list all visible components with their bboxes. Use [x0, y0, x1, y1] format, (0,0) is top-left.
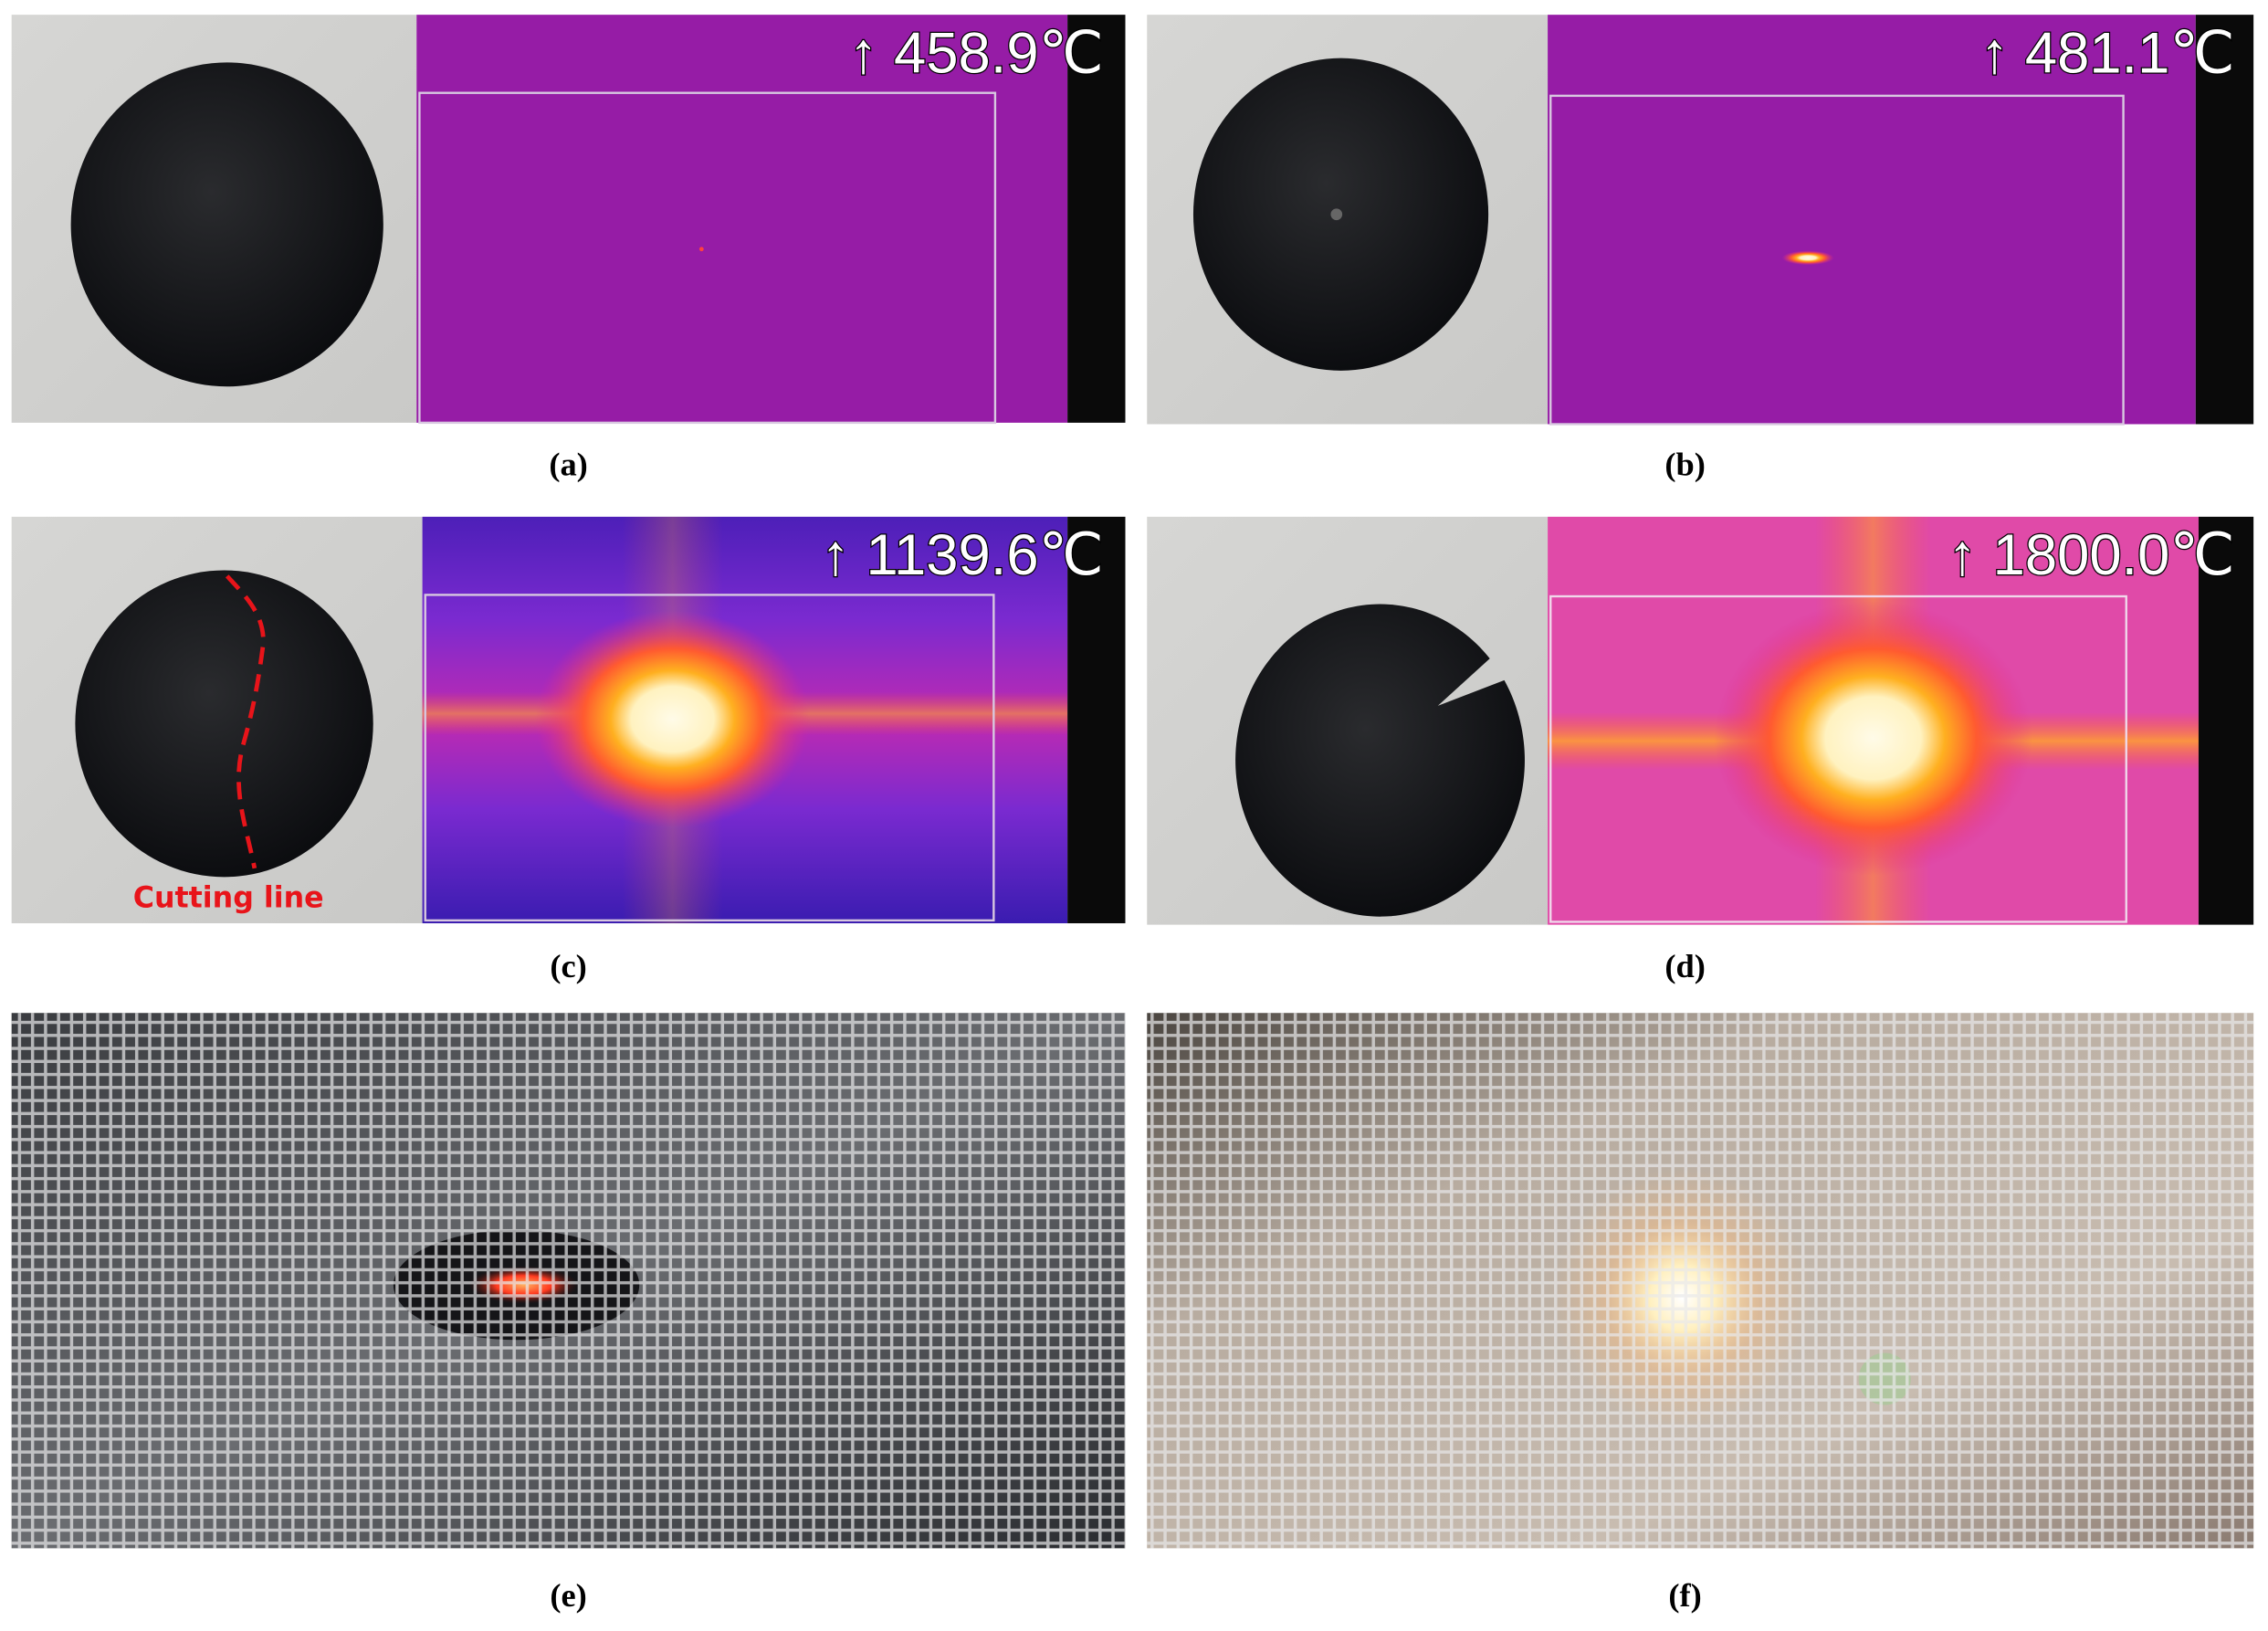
hot-spot — [1781, 250, 1834, 266]
cutting-line — [225, 574, 266, 869]
temperature: ↑ 481.1℃ — [1980, 22, 2235, 86]
annotation: Cutting line — [133, 882, 324, 915]
panel-label: (c) — [550, 948, 586, 984]
panel-e: (e) — [11, 1013, 1126, 1614]
thermal-image — [416, 15, 1068, 423]
sample-disc — [75, 570, 373, 878]
panel-label: (f) — [1668, 1577, 1701, 1614]
wire-mesh — [11, 1013, 1126, 1549]
panel-label: (e) — [550, 1577, 586, 1614]
panel-label: (d) — [1664, 948, 1706, 984]
hot-spot — [535, 610, 811, 828]
hot-spot — [1714, 600, 2032, 876]
scale-bar — [2198, 516, 2254, 925]
panel-a: ↑ 458.9℃ (a) — [11, 15, 1126, 482]
measure-box — [1549, 94, 2125, 426]
scale-bar — [1067, 516, 1126, 924]
measure-box — [424, 594, 995, 922]
temperature: ↑ 458.9℃ — [849, 22, 1104, 86]
measure-box — [1549, 595, 2127, 923]
temperature: ↑ 1800.0℃ — [1948, 523, 2234, 587]
thermal-image — [1548, 15, 2196, 425]
panel-d: ↑ 1800.0℃ (d) — [1147, 516, 2254, 984]
temperature: ↑ 1139.6℃ — [821, 523, 1104, 587]
hole — [1330, 208, 1343, 221]
panel-label: (b) — [1664, 446, 1706, 482]
panel-f: (f) — [1147, 1013, 2254, 1614]
sample-disc — [70, 62, 383, 387]
scale-bar — [1067, 15, 1126, 423]
scale-bar — [2195, 15, 2254, 425]
wire-mesh — [1147, 1013, 2254, 1549]
panel-b: ↑ 481.1℃ (b) — [1147, 15, 2254, 482]
measure-box — [418, 91, 997, 425]
hot-spot — [698, 247, 704, 252]
panel-c: Cutting line ↑ 1139.6℃ (c) — [11, 516, 1126, 984]
sample-disc — [1235, 604, 1525, 917]
panel-label: (a) — [549, 446, 587, 482]
